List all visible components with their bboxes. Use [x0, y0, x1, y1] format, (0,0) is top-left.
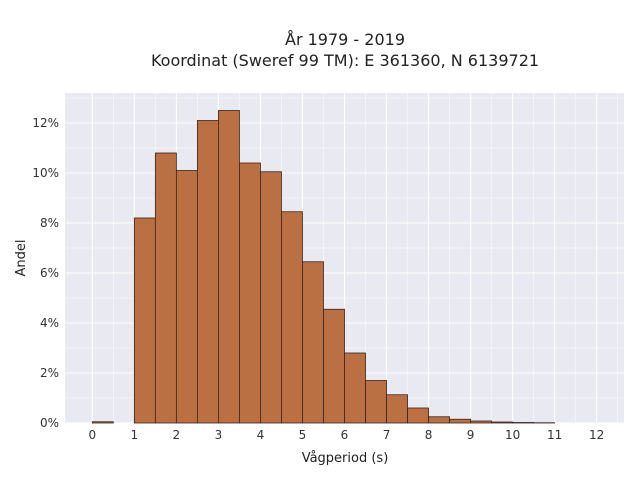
y-tick-label: 2% [40, 366, 59, 380]
histogram-bar [323, 308, 345, 424]
x-tick-label: 12 [589, 428, 604, 442]
x-axis-ticks: 0 1 2 3 4 5 6 7 8 9 10 11 12 [88, 428, 604, 442]
y-axis-label: Andel [14, 240, 29, 277]
x-tick-label: 1 [131, 428, 139, 442]
histogram-bars [91, 110, 556, 424]
x-tick-label: 5 [299, 428, 307, 442]
y-axis-ticks: 0% 2% 4% 6% 8% 10% 12% [32, 116, 59, 430]
histogram-bar [470, 420, 493, 424]
x-tick-label: 4 [257, 428, 265, 442]
chart-title: År 1979 - 2019 [285, 30, 405, 49]
x-tick-label: 9 [467, 428, 475, 442]
histogram-bar [449, 418, 471, 424]
x-tick-label: 3 [215, 428, 223, 442]
histogram-bar [386, 394, 408, 424]
histogram-bar [281, 211, 303, 424]
histogram-bar [407, 407, 429, 424]
histogram-bar [365, 380, 387, 424]
histogram-bar [239, 162, 261, 424]
y-tick-label: 0% [40, 416, 59, 430]
y-tick-label: 12% [32, 116, 59, 130]
y-tick-label: 6% [40, 266, 59, 280]
histogram-bar [154, 152, 177, 424]
histogram-bar [491, 421, 514, 424]
x-tick-label: 0 [88, 428, 96, 442]
y-tick-label: 8% [40, 216, 59, 230]
x-tick-label: 10 [505, 428, 520, 442]
x-tick-label: 7 [383, 428, 391, 442]
histogram-bar [133, 217, 156, 424]
histogram-bar [196, 120, 219, 424]
x-tick-label: 6 [341, 428, 349, 442]
y-tick-label: 10% [32, 166, 59, 180]
histogram-bar [260, 171, 282, 424]
histogram-bar [512, 422, 535, 424]
y-tick-label: 4% [40, 316, 59, 330]
histogram-bar [428, 416, 450, 424]
histogram-bar [91, 421, 114, 424]
x-tick-label: 8 [425, 428, 433, 442]
histogram-bar [302, 261, 324, 424]
x-tick-label: 11 [547, 428, 562, 442]
chart-subtitle: Koordinat (Sweref 99 TM): E 361360, N 61… [151, 51, 539, 70]
histogram-bar [218, 110, 240, 424]
x-axis-label: Vågperiod (s) [302, 451, 389, 466]
histogram-bar [175, 170, 198, 424]
x-tick-label: 2 [173, 428, 181, 442]
histogram-bar [344, 352, 366, 424]
